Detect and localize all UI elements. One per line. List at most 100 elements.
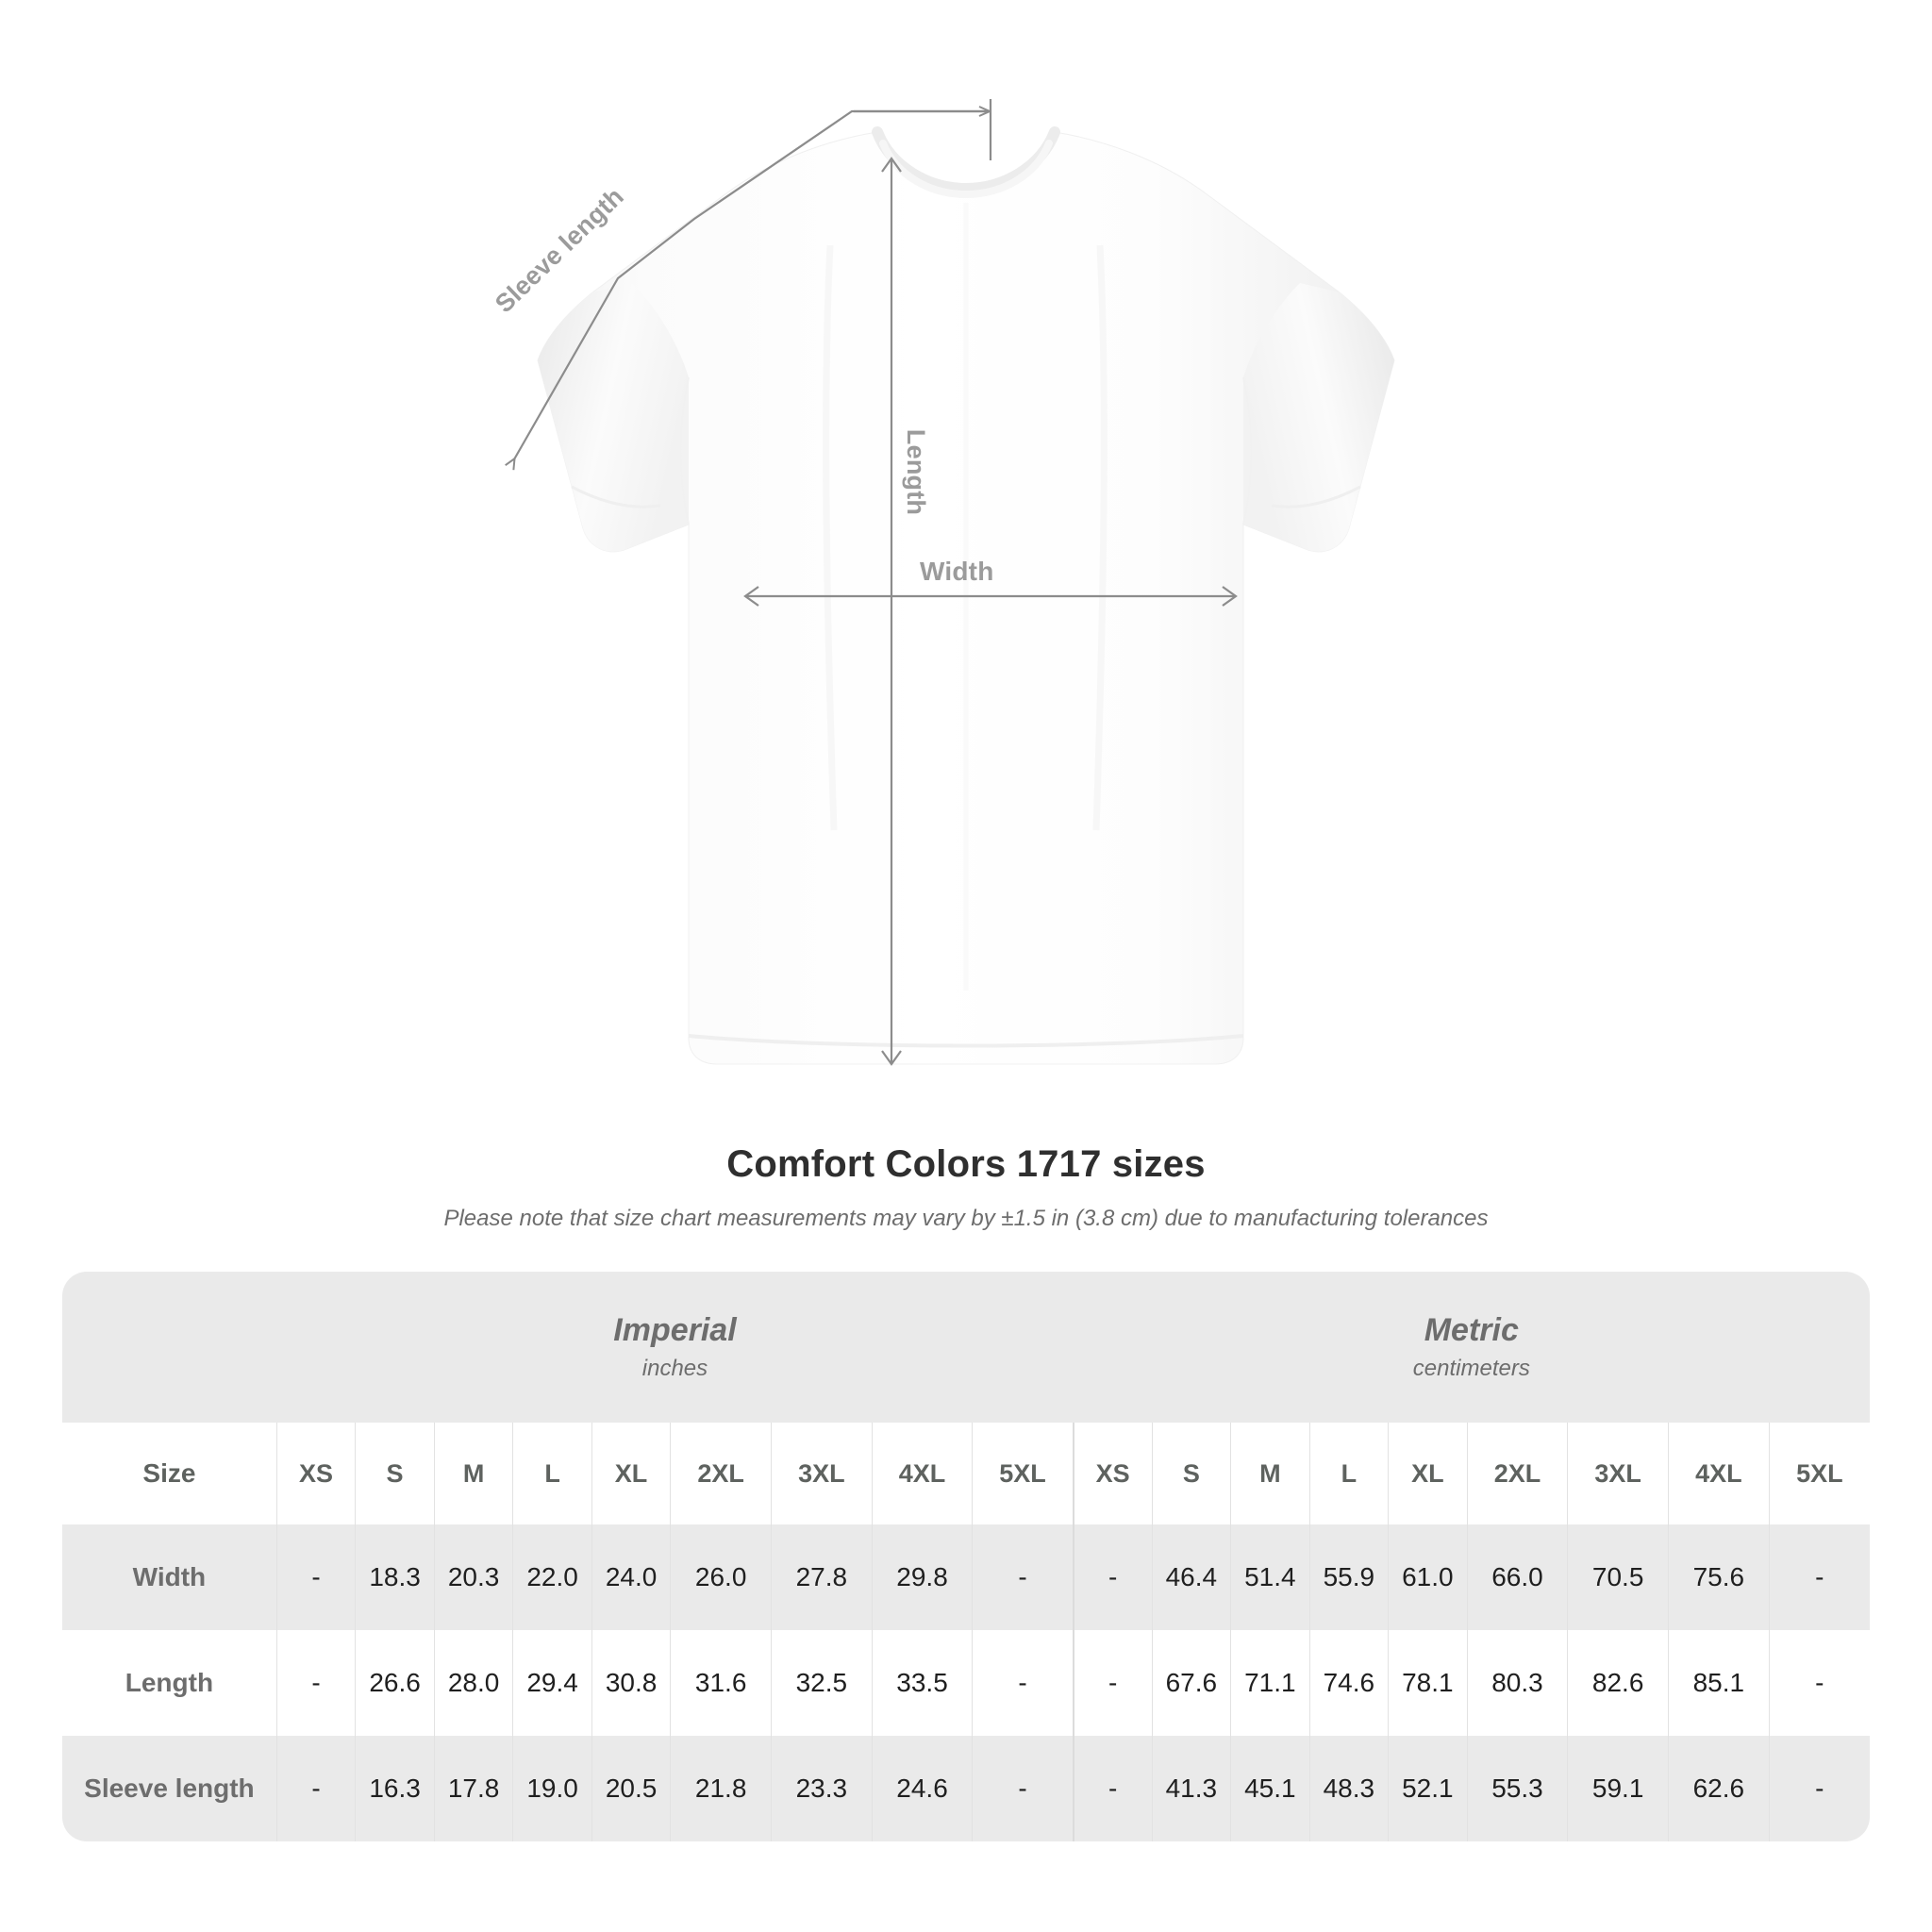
size-header-metric-4xl: 4XL (1667, 1423, 1770, 1524)
cell-sleeve-metric-4xl: 62.6 (1667, 1736, 1770, 1841)
size-header-metric-l: L (1308, 1423, 1389, 1524)
cell-sleeve-metric-m: 45.1 (1230, 1736, 1310, 1841)
cell-sleeve-imperial-3xl: 23.3 (771, 1736, 873, 1841)
cell-length-imperial-s: 26.6 (355, 1630, 435, 1736)
row-label-width: Width (62, 1524, 277, 1630)
cell-length-metric-s: 67.6 (1151, 1630, 1231, 1736)
cell-sleeve-metric-l: 48.3 (1308, 1736, 1389, 1841)
cell-sleeve-imperial-m: 17.8 (433, 1736, 513, 1841)
cell-length-metric-xs: - (1072, 1630, 1153, 1736)
width-dimension (743, 586, 1238, 607)
cell-length-metric-5xl: - (1768, 1630, 1870, 1736)
cell-width-imperial-3xl: 27.8 (771, 1524, 873, 1630)
unit-group-metric: Metric centimeters (1073, 1272, 1870, 1423)
size-header-imperial-xl: XL (591, 1423, 671, 1524)
cell-width-imperial-4xl: 29.8 (871, 1524, 973, 1630)
cell-length-metric-3xl: 82.6 (1567, 1630, 1669, 1736)
length-dimension (881, 157, 902, 1066)
cell-width-metric-xs: - (1072, 1524, 1153, 1630)
unit-header-row: Imperial inches Metric centimeters (62, 1272, 1870, 1423)
size-header-metric-5xl: 5XL (1768, 1423, 1870, 1524)
cell-width-imperial-l: 22.0 (512, 1524, 592, 1630)
cell-width-metric-s: 46.4 (1151, 1524, 1231, 1630)
row-label-sleeve-length: Sleeve length (62, 1736, 277, 1841)
cell-width-metric-l: 55.9 (1308, 1524, 1389, 1630)
size-table: Imperial inches Metric centimeters Size … (62, 1272, 1870, 1841)
cell-sleeve-imperial-4xl: 24.6 (871, 1736, 973, 1841)
cell-length-imperial-xl: 30.8 (591, 1630, 671, 1736)
cell-width-metric-4xl: 75.6 (1667, 1524, 1770, 1630)
cell-width-imperial-m: 20.3 (433, 1524, 513, 1630)
unit-group-imperial-sub: inches (641, 1355, 708, 1381)
tshirt-body-shape (537, 126, 1395, 1065)
cell-width-metric-3xl: 70.5 (1567, 1524, 1669, 1630)
unit-group-metric-sub: centimeters (1412, 1355, 1530, 1381)
cell-width-metric-m: 51.4 (1230, 1524, 1310, 1630)
tshirt-illustration: Sleeve length Length Width (0, 99, 1395, 1066)
size-header-metric-s: S (1151, 1423, 1231, 1524)
cell-length-metric-2xl: 80.3 (1466, 1630, 1568, 1736)
size-header-row: Size XS S M L XL 2XL 3XL 4XL 5XL XS S M … (62, 1423, 1870, 1524)
cell-sleeve-metric-5xl: - (1768, 1736, 1870, 1841)
page-title: Comfort Colors 1717 sizes (726, 1143, 1206, 1185)
row-label-length: Length (62, 1630, 277, 1736)
cell-width-metric-2xl: 66.0 (1466, 1524, 1568, 1630)
cell-length-imperial-5xl: - (972, 1630, 1074, 1736)
size-header-metric-xl: XL (1388, 1423, 1468, 1524)
size-header-imperial-s: S (355, 1423, 435, 1524)
cell-sleeve-metric-s: 41.3 (1151, 1736, 1231, 1841)
length-label: Length (902, 428, 931, 516)
cell-length-metric-l: 74.6 (1308, 1630, 1389, 1736)
cell-length-metric-m: 71.1 (1230, 1630, 1310, 1736)
size-header-imperial-xs: XS (275, 1423, 356, 1524)
size-header-metric-xs: XS (1072, 1423, 1153, 1524)
cell-sleeve-metric-xs: - (1072, 1736, 1153, 1841)
size-header-label: Size (62, 1423, 277, 1524)
cell-width-metric-5xl: - (1768, 1524, 1870, 1630)
cell-length-metric-4xl: 85.1 (1667, 1630, 1770, 1736)
cell-length-imperial-2xl: 31.6 (670, 1630, 772, 1736)
table-row: Sleeve length - 16.3 17.8 19.0 20.5 21.8… (62, 1736, 1870, 1841)
cell-sleeve-imperial-s: 16.3 (355, 1736, 435, 1841)
table-row: Width - 18.3 20.3 22.0 24.0 26.0 27.8 29… (62, 1524, 1870, 1630)
cell-width-imperial-xs: - (275, 1524, 356, 1630)
cell-sleeve-imperial-xl: 20.5 (591, 1736, 671, 1841)
table-row: Length - 26.6 28.0 29.4 30.8 31.6 32.5 3… (62, 1630, 1870, 1736)
cell-length-imperial-xs: - (275, 1630, 356, 1736)
unit-spacer-cell (62, 1272, 277, 1423)
size-header-imperial-3xl: 3XL (771, 1423, 873, 1524)
page-subtitle: Please note that size chart measurements… (443, 1206, 1489, 1231)
cell-length-imperial-4xl: 33.5 (871, 1630, 973, 1736)
cell-sleeve-metric-xl: 52.1 (1388, 1736, 1468, 1841)
cell-sleeve-metric-2xl: 55.3 (1466, 1736, 1568, 1841)
size-header-imperial-l: L (512, 1423, 592, 1524)
cell-length-imperial-3xl: 32.5 (771, 1630, 873, 1736)
cell-width-metric-xl: 61.0 (1388, 1524, 1468, 1630)
unit-group-imperial: Imperial inches (276, 1272, 1074, 1423)
cell-length-metric-xl: 78.1 (1388, 1630, 1468, 1736)
cell-sleeve-imperial-2xl: 21.8 (670, 1736, 772, 1841)
tshirt-diagram-svg (0, 99, 1395, 1066)
cell-width-imperial-5xl: - (972, 1524, 1074, 1630)
size-header-imperial-4xl: 4XL (871, 1423, 973, 1524)
size-header-imperial-2xl: 2XL (670, 1423, 772, 1524)
cell-width-imperial-s: 18.3 (355, 1524, 435, 1630)
unit-group-metric-name: Metric (1424, 1312, 1519, 1349)
size-header-metric-3xl: 3XL (1567, 1423, 1669, 1524)
cell-length-imperial-m: 28.0 (433, 1630, 513, 1736)
cell-sleeve-metric-3xl: 59.1 (1567, 1736, 1669, 1841)
cell-width-imperial-xl: 24.0 (591, 1524, 671, 1630)
size-header-metric-2xl: 2XL (1466, 1423, 1568, 1524)
size-header-imperial-m: M (433, 1423, 513, 1524)
width-label: Width (920, 557, 994, 586)
cell-width-imperial-2xl: 26.0 (670, 1524, 772, 1630)
cell-sleeve-imperial-5xl: - (972, 1736, 1074, 1841)
size-header-metric-m: M (1230, 1423, 1310, 1524)
unit-group-imperial-name: Imperial (613, 1312, 737, 1349)
sleeve-length-dimension (514, 99, 992, 459)
cell-sleeve-imperial-xs: - (275, 1736, 356, 1841)
size-header-imperial-5xl: 5XL (972, 1423, 1074, 1524)
size-table-wrapper: Imperial inches Metric centimeters Size … (62, 1272, 1870, 1841)
cell-sleeve-imperial-l: 19.0 (512, 1736, 592, 1841)
